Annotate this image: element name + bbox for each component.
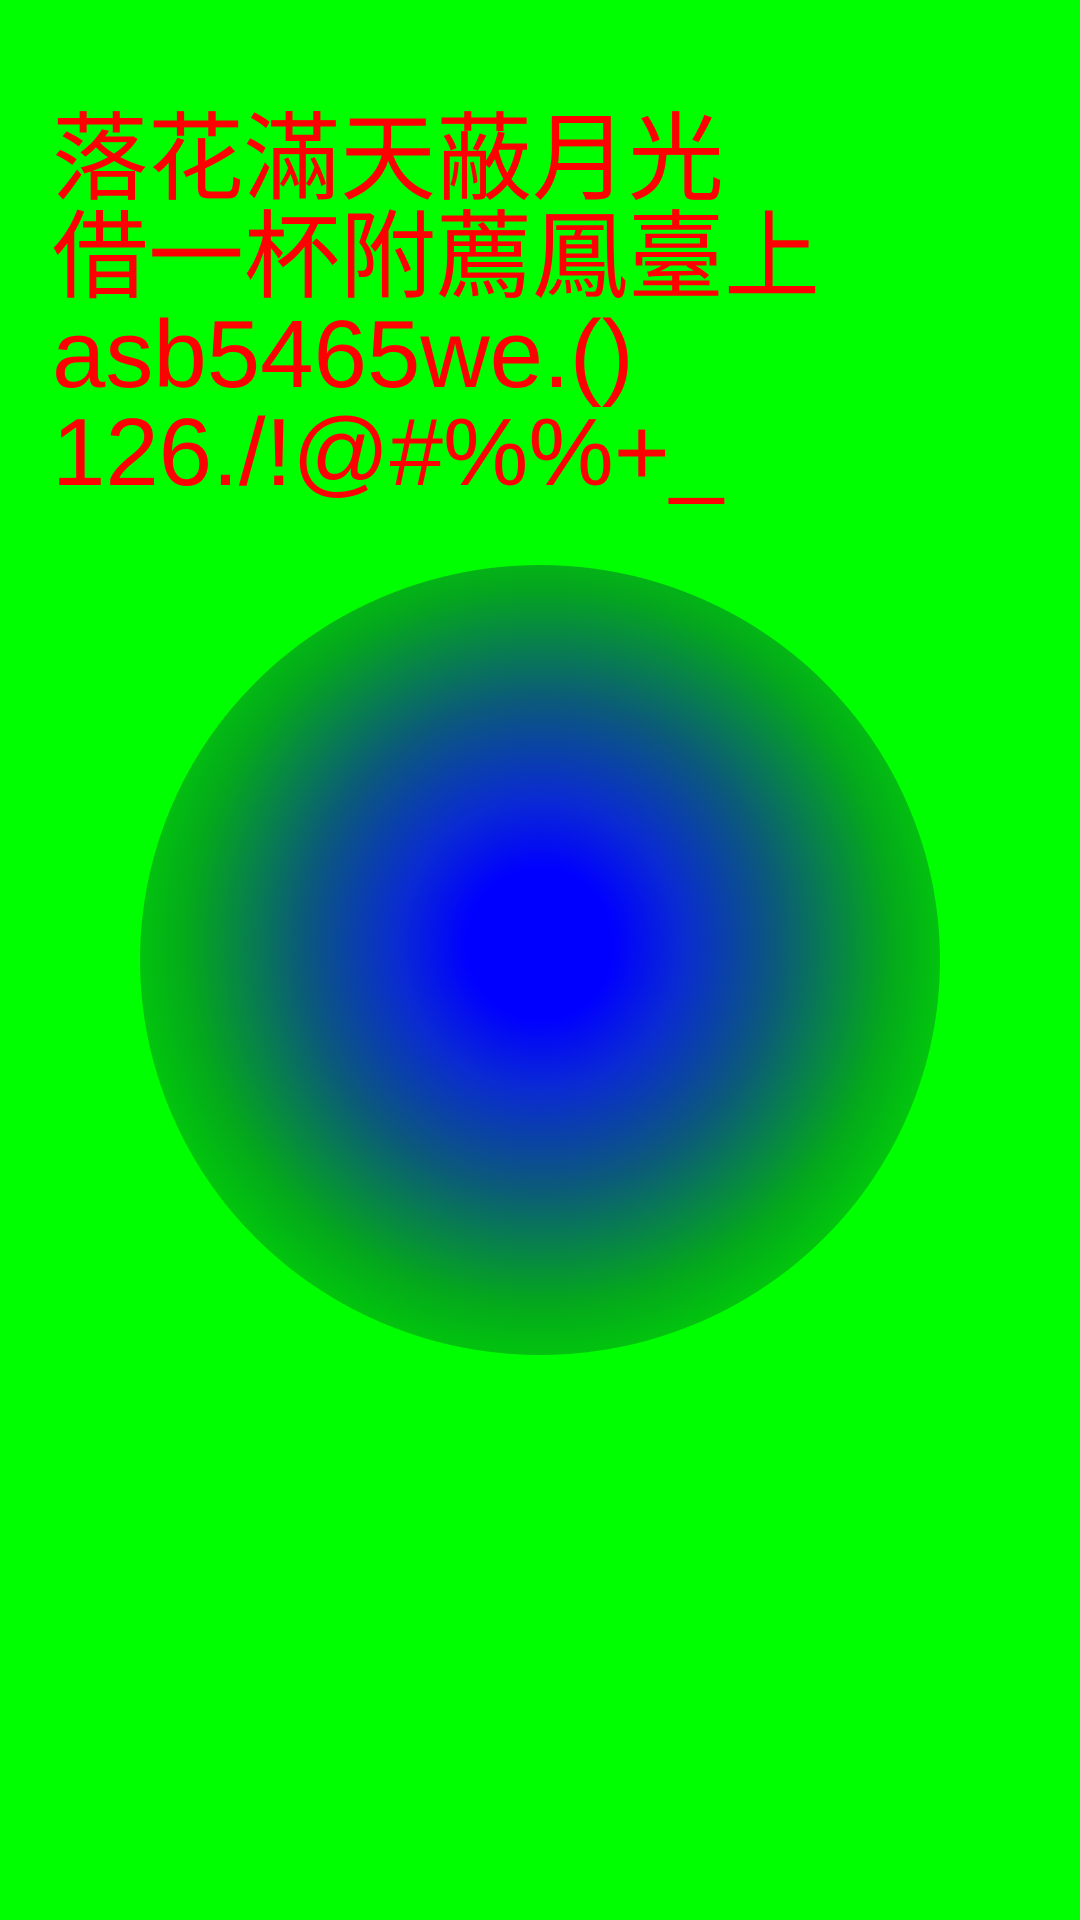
text-line-3: asb5465we.() bbox=[52, 301, 634, 408]
radial-gradient-blob bbox=[140, 565, 940, 1355]
text-block: 落花滿天蔽月光 借一杯附薦鳳臺上 asb5465we.() 126./!@#%%… bbox=[52, 110, 820, 502]
text-line-2: 借一杯附薦鳳臺上 bbox=[52, 201, 820, 313]
text-line-1: 落花滿天蔽月光 bbox=[52, 103, 724, 215]
text-line-4: 126./!@#%%+_ bbox=[52, 399, 724, 506]
